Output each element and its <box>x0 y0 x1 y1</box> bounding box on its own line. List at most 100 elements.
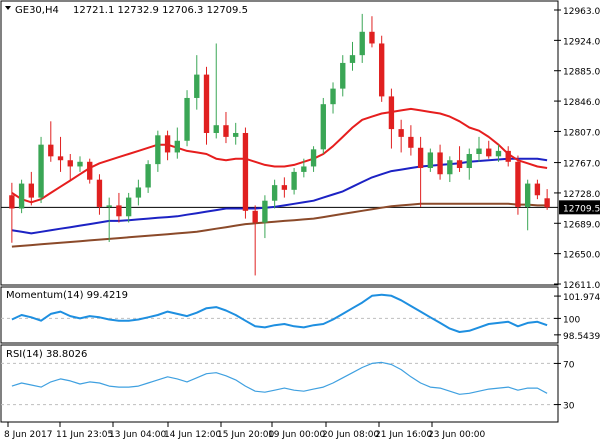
candle-body <box>524 183 531 207</box>
candle-body <box>203 74 210 133</box>
time-tick-label: 21 Jun 16:00 <box>375 430 432 440</box>
candle-body <box>67 160 73 167</box>
momentum-tick-label: 98.5439 <box>563 332 600 342</box>
candle-body <box>291 171 297 190</box>
ma-slow-line <box>11 202 548 248</box>
candle-body <box>48 144 54 157</box>
rsi-axis: 70 30 <box>554 360 575 412</box>
candle-body <box>194 74 200 98</box>
last-price-label: 12709.5 <box>563 204 600 214</box>
price-tick-label: 12767.0 <box>563 160 600 170</box>
price-axis: 12963.0 12924.0 12885.0 12846.0 12807.0 12767… <box>554 7 600 291</box>
candle-body <box>369 31 375 44</box>
time-tick-label: 14 Jun 12:00 <box>164 430 221 440</box>
candle-body <box>57 156 64 161</box>
price-tick-label: 12885.0 <box>563 68 600 78</box>
candle-body <box>262 200 268 223</box>
rsi-series-line <box>11 361 548 395</box>
candle-body <box>427 152 434 169</box>
candle-body <box>447 160 453 175</box>
time-tick-label: 13 Jun 04:00 <box>109 430 166 440</box>
rsi-panel: RSI(14) 38.8026 70 30 <box>0 344 575 423</box>
time-tick-label: 23 Jun 00:00 <box>428 430 485 440</box>
candle-body <box>349 55 356 63</box>
candle-body <box>281 185 288 190</box>
candle-body <box>417 147 424 169</box>
candle-body <box>388 96 395 130</box>
candle-body <box>38 144 44 198</box>
rsi-line <box>11 361 548 395</box>
candle-body <box>135 187 142 198</box>
candle-body <box>515 161 521 207</box>
candle-body <box>310 149 317 167</box>
dropdown-arrow-icon[interactable] <box>5 6 11 10</box>
momentum-panel: Momentum(14) 99.4219 101.9746 100 98.5439 <box>0 286 600 344</box>
price-tick-label: 12963.0 <box>563 7 600 17</box>
candle-body <box>106 205 112 207</box>
momentum-title: Momentum(14) 99.4219 <box>6 290 128 301</box>
candle-body <box>242 132 249 211</box>
rsi-tick-label: 30 <box>563 402 575 412</box>
candle-body <box>437 152 443 175</box>
price-tick-label: 12807.0 <box>563 128 600 138</box>
price-tick-label: 12728.0 <box>563 190 600 200</box>
candle-body <box>96 179 103 207</box>
candle-body <box>9 195 15 209</box>
candle-body <box>359 31 365 56</box>
time-tick-label: 20 Jun 08:00 <box>322 430 379 440</box>
candle-body <box>398 129 404 137</box>
candle-body <box>320 104 326 150</box>
time-tick-label: 19 Jun 00:00 <box>268 430 325 440</box>
candle-body <box>77 161 83 167</box>
ma-fast-line <box>11 107 548 204</box>
rsi-tick-label: 70 <box>563 360 575 370</box>
price-tick-label: 12924.0 <box>563 37 600 47</box>
candle-body <box>87 161 93 180</box>
candle-body <box>125 197 132 217</box>
ohlc-label: 12721.1 12732.9 12706.3 12709.5 <box>73 5 248 16</box>
candle-body <box>379 43 385 97</box>
candle-body <box>534 183 541 196</box>
price-panel: GE30,H4 12721.1 12732.9 12706.3 12709.5 … <box>0 0 600 291</box>
candle-body <box>505 150 511 162</box>
time-tick-label: 8 Jun 2017 <box>4 430 52 440</box>
candle-body <box>174 140 180 153</box>
candle-body <box>213 125 219 133</box>
rsi-grid <box>1 362 558 406</box>
candle-body <box>184 97 190 141</box>
candle-body <box>486 148 492 157</box>
momentum-series-line <box>11 293 548 333</box>
price-tick-label: 12611.0 <box>563 281 600 291</box>
candle-body <box>271 185 278 201</box>
momentum-tick-label: 100 <box>563 315 580 325</box>
candle-body <box>544 198 550 208</box>
candle-body <box>301 166 307 172</box>
candle-body <box>476 148 482 155</box>
candle-body <box>18 183 25 209</box>
candle-body <box>466 154 472 169</box>
candle-body <box>155 135 161 165</box>
momentum-tick-label: 101.9746 <box>563 293 600 303</box>
candle-body <box>456 160 463 169</box>
candle-body <box>164 135 171 153</box>
candle-body <box>330 88 336 105</box>
price-tick-label: 12846.0 <box>563 98 600 108</box>
candle-body <box>28 183 35 198</box>
candle-body <box>223 125 229 137</box>
price-tick-label: 12689.0 <box>563 220 600 230</box>
momentum-line <box>11 293 548 333</box>
candle-body <box>145 164 151 188</box>
symbol-label: GE30,H4 <box>15 5 59 16</box>
time-tick-label: 11 Jun 23:05 <box>56 430 113 440</box>
candle-body <box>252 210 258 223</box>
price-tick-label: 12650.0 <box>563 251 600 261</box>
candle-body <box>116 205 122 217</box>
momentum-panel-frame <box>0 286 559 344</box>
candle-body <box>495 150 502 157</box>
last-price-tag <box>559 200 600 215</box>
candle-body <box>340 62 346 89</box>
